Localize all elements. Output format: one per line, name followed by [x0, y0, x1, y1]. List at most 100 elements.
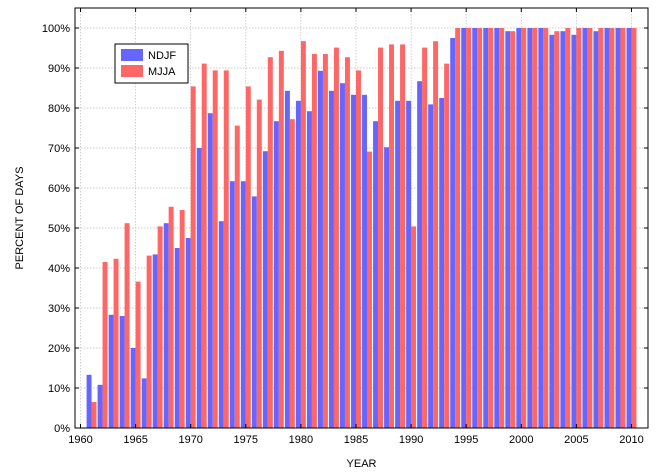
bar-mjja-1966: [146, 255, 152, 428]
bar-ndjf-1976: [251, 196, 257, 428]
bar-ndjf-1989: [395, 100, 401, 429]
bars: [86, 28, 637, 429]
bar-mjja-1999: [510, 31, 516, 428]
bar-mjja-1962: [102, 262, 108, 428]
bar-ndjf-1988: [384, 147, 390, 428]
bar-mjja-2010: [631, 28, 637, 428]
bar-mjja-1980: [300, 41, 306, 428]
bar-mjja-1987: [378, 47, 383, 428]
bar-mjja-2007: [598, 28, 604, 428]
y-tick-label: 60%: [48, 183, 70, 195]
bar-mjja-1990: [411, 226, 417, 428]
bar-mjja-2006: [587, 28, 593, 428]
bar-mjja-1979: [289, 119, 295, 428]
bar-ndjf-2002: [538, 28, 544, 428]
bar-mjja-1969: [179, 210, 185, 428]
bar-ndjf-1973: [218, 221, 224, 428]
bar-mjja-1975: [245, 86, 251, 429]
bar-mjja-1963: [113, 258, 119, 428]
bar-ndjf-1996: [472, 28, 478, 428]
bar-mjja-1977: [267, 57, 273, 428]
bar-ndjf-1993: [439, 98, 445, 428]
bar-mjja-1972: [212, 70, 218, 429]
bar-ndjf-1977: [262, 151, 268, 428]
bar-mjja-2003: [554, 31, 560, 428]
bar-ndjf-1961: [86, 374, 92, 428]
bar-ndjf-2008: [604, 28, 610, 428]
bar-ndjf-1999: [505, 31, 511, 428]
y-tick-label: 30%: [48, 303, 70, 315]
bar-mjja-2002: [543, 28, 549, 428]
bar-ndjf-2009: [615, 28, 621, 428]
x-tick-label: 1990: [399, 434, 423, 446]
bar-ndjf-1967: [152, 254, 158, 428]
bar-mjja-1961: [91, 402, 97, 428]
bar-mjja-1993: [444, 63, 450, 428]
bar-mjja-1965: [135, 281, 141, 428]
legend-swatch-mjja: [121, 65, 143, 77]
bar-mjja-1986: [367, 151, 372, 428]
bar-ndjf-1974: [229, 181, 235, 428]
y-tick-label: 0%: [54, 423, 70, 435]
bar-mjja-1974: [234, 125, 240, 428]
bar-ndjf-1998: [494, 28, 500, 428]
bar-ndjf-2007: [593, 31, 599, 428]
bar-ndjf-1966: [141, 378, 147, 428]
bar-mjja-1971: [201, 63, 207, 428]
bar-ndjf-1995: [461, 28, 467, 428]
bar-ndjf-2001: [527, 28, 533, 428]
bar-ndjf-1994: [450, 38, 456, 428]
bar-mjja-1998: [499, 28, 505, 428]
bar-ndjf-1970: [185, 238, 191, 428]
bar-ndjf-1992: [428, 104, 434, 429]
bar-ndjf-2006: [582, 28, 588, 428]
bar-mjja-2000: [521, 28, 527, 428]
bar-ndjf-1972: [207, 113, 213, 428]
x-tick-label: 1985: [344, 434, 368, 446]
bar-mjja-1981: [311, 54, 317, 428]
bar-mjja-1967: [157, 226, 163, 428]
x-tick-label: 2010: [619, 434, 643, 446]
bar-ndjf-1984: [340, 83, 345, 428]
bar-mjja-1964: [124, 223, 130, 428]
y-tick-label: 100%: [42, 23, 70, 35]
bar-ndjf-1982: [317, 70, 323, 429]
y-tick-label: 80%: [48, 103, 70, 115]
bar-ndjf-1964: [119, 316, 125, 428]
bar-mjja-2004: [565, 28, 571, 428]
bar-mjja-1982: [322, 54, 328, 428]
bar-mjja-1996: [477, 28, 483, 428]
bar-ndjf-1987: [373, 121, 379, 428]
y-axis-title: PERCENT OF DAYS: [14, 167, 26, 270]
y-tick-label: 50%: [48, 223, 70, 235]
bar-mjja-1985: [355, 70, 361, 429]
bar-ndjf-1979: [284, 90, 290, 429]
bar-mjja-1989: [400, 44, 406, 429]
legend-label-mjja: MJJA: [148, 66, 176, 78]
bar-mjja-2005: [576, 28, 582, 428]
x-axis-title: YEAR: [347, 458, 377, 470]
y-tick-label: 70%: [48, 143, 70, 155]
bar-ndjf-1991: [417, 81, 423, 428]
x-tick-label: 1965: [123, 434, 147, 446]
bar-ndjf-1997: [483, 28, 489, 428]
y-tick-label: 10%: [48, 383, 70, 395]
bar-ndjf-1975: [240, 181, 246, 428]
bar-ndjf-1969: [174, 248, 180, 428]
bar-ndjf-2004: [560, 31, 566, 428]
bar-mjja-1991: [422, 47, 428, 428]
bar-mjja-2008: [609, 28, 615, 428]
bar-ndjf-1965: [130, 348, 136, 428]
x-tick-label: 1975: [234, 434, 258, 446]
bar-mjja-1976: [256, 99, 262, 428]
bar-mjja-1968: [168, 206, 174, 428]
bar-mjja-1973: [223, 70, 229, 429]
bar-ndjf-1981: [306, 111, 312, 428]
y-tick-label: 40%: [48, 263, 70, 275]
bar-mjja-1984: [344, 57, 350, 428]
legend-swatch-ndjf: [121, 49, 143, 61]
legend: NDJF MJJA: [114, 43, 189, 84]
plot-frame: [74, 7, 649, 429]
y-tick-label: 20%: [48, 343, 70, 355]
